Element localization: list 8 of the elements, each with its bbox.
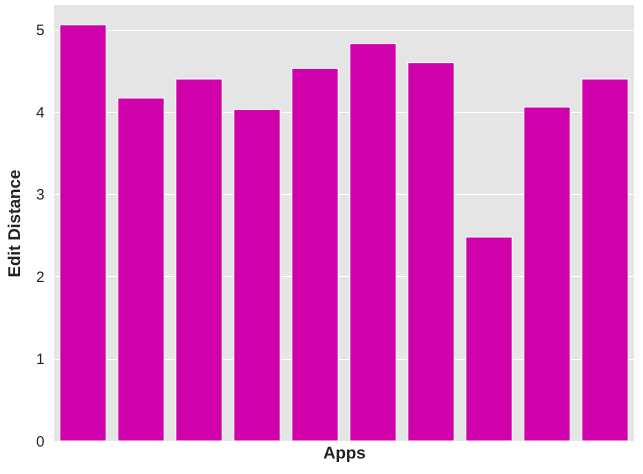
y-tick-label: 4	[36, 104, 44, 122]
y-axis-title: Edit Distance	[5, 170, 24, 278]
x-axis-title: Apps	[323, 444, 366, 462]
y-tick-label: 1	[36, 351, 44, 368]
y-tick-label: 2	[36, 268, 44, 286]
y-tick-label: 5	[36, 22, 44, 40]
y-tick-label: 3	[36, 186, 44, 204]
y-tick-label: 0	[36, 434, 44, 450]
